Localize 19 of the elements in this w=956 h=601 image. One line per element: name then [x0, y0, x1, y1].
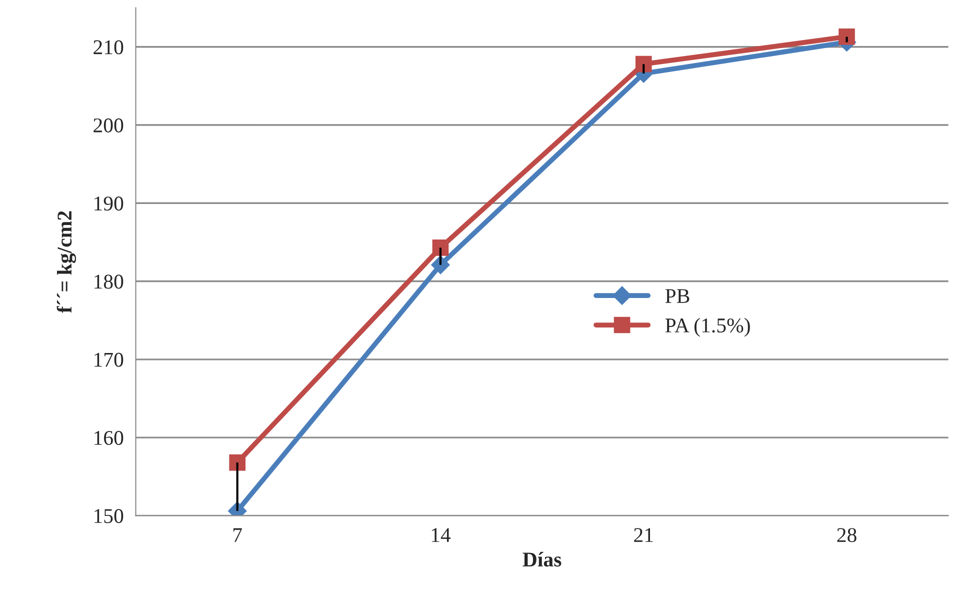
x-tick-label: 28 — [837, 528, 856, 542]
x-tick-label: 21 — [634, 528, 653, 542]
legend-label: PA (1.5%) — [665, 318, 750, 337]
y-tick-label: 200 — [94, 118, 124, 132]
point — [635, 56, 652, 72]
point — [838, 28, 855, 45]
legend-label: PB — [665, 289, 690, 303]
point — [432, 240, 449, 256]
x-tick-label: 14 — [432, 528, 451, 542]
y-tick-label: 180 — [94, 274, 124, 289]
y-axis-title: f´´= kg/cm2 — [56, 211, 76, 313]
x-tick-label: 7 — [233, 528, 242, 542]
y-tick-label: 170 — [94, 352, 124, 367]
x-axis-title: Días — [522, 552, 562, 567]
point — [229, 454, 246, 471]
y-tick-label: 150 — [94, 509, 124, 524]
y-tick-label: 190 — [94, 196, 124, 211]
y-tick-label: 160 — [94, 430, 124, 445]
y-tick-label: 210 — [94, 40, 124, 54]
